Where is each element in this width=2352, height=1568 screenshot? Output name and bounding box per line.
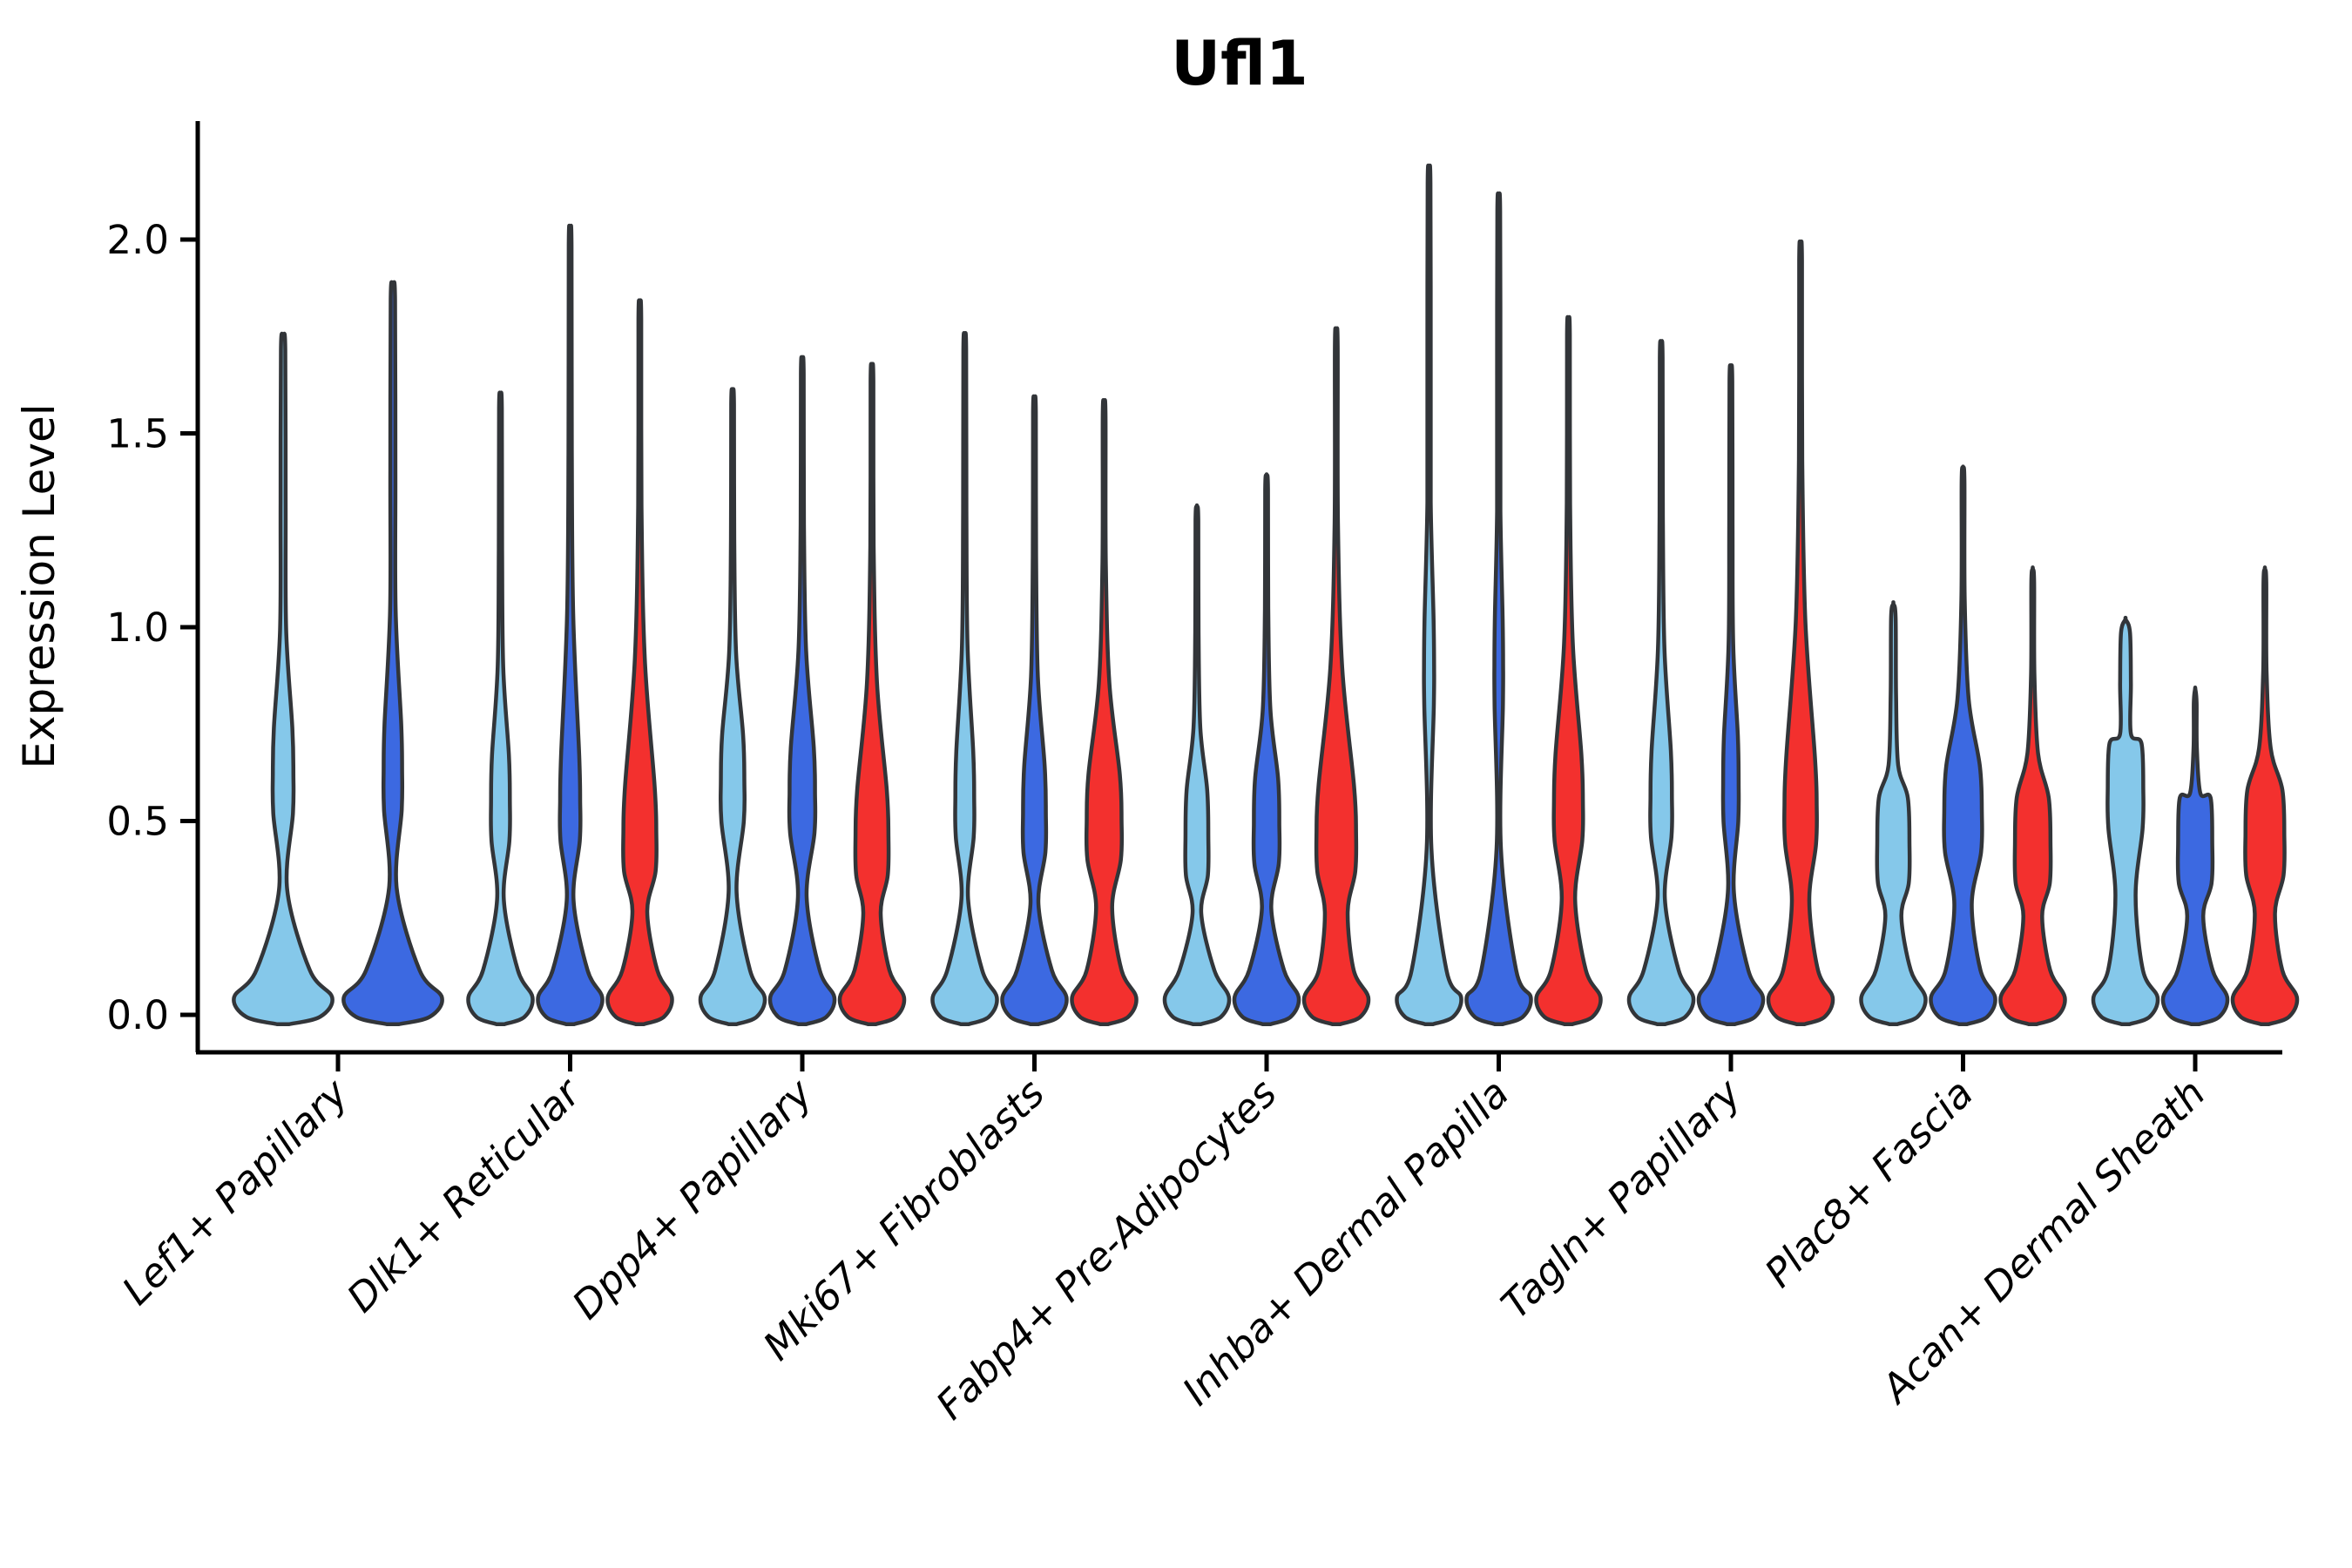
violin-8-royal_blue (1929, 464, 1997, 1026)
y-tick-label: 0.0 (106, 992, 169, 1038)
y-tick-label: 2.0 (106, 217, 169, 263)
x-tick-label: Dpp4+ Papillary (564, 1069, 822, 1328)
violin-4-royal_blue (1000, 394, 1069, 1026)
violin-3-red (837, 362, 907, 1026)
violin-9-red (2230, 565, 2300, 1026)
violin-7-light_blue (1626, 339, 1696, 1026)
violin-4-red (1070, 397, 1139, 1026)
y-tick-label: 1.0 (106, 605, 169, 651)
violin-2-royal_blue (536, 223, 605, 1026)
violin-8-red (1998, 565, 2067, 1026)
violin-9-light_blue (2091, 615, 2160, 1026)
violin-7-royal_blue (1696, 363, 1766, 1026)
violin-2-light_blue (466, 390, 535, 1026)
violin-5-royal_blue (1232, 472, 1301, 1026)
violin-1-light_blue (232, 331, 335, 1026)
y-axis-label: Expression Level (14, 403, 64, 768)
violins-layer (232, 163, 2300, 1026)
x-tick-label: Dlk1+ Reticular (338, 1069, 591, 1321)
x-tick-label: Lef1+ Papillary (113, 1069, 358, 1314)
chart-title: Ufl1 (1171, 28, 1308, 99)
violin-8-light_blue (1859, 600, 1928, 1026)
violin-3-royal_blue (767, 355, 837, 1026)
violin-4-light_blue (930, 331, 999, 1026)
violin-6-light_blue (1395, 163, 1463, 1026)
y-tick-label: 0.5 (106, 799, 169, 845)
violin-5-red (1301, 326, 1371, 1026)
violin-5-light_blue (1162, 503, 1232, 1026)
violin-6-royal_blue (1464, 191, 1533, 1026)
axes: 0.0 0.5 1.0 1.5 2.0 (106, 121, 2282, 1071)
violin-6-red (1534, 314, 1603, 1026)
x-tick-label: Tagln+ Papillary (1492, 1069, 1751, 1328)
violin-7-red (1766, 239, 1835, 1026)
violin-3-light_blue (698, 387, 767, 1026)
violin-1-royal_blue (341, 280, 444, 1026)
x-tick-label: Plac8+ Fascia (1756, 1070, 1983, 1296)
violin-9-royal_blue (2160, 686, 2230, 1026)
y-tick-label: 1.5 (106, 411, 169, 457)
violin-2-red (605, 298, 674, 1026)
